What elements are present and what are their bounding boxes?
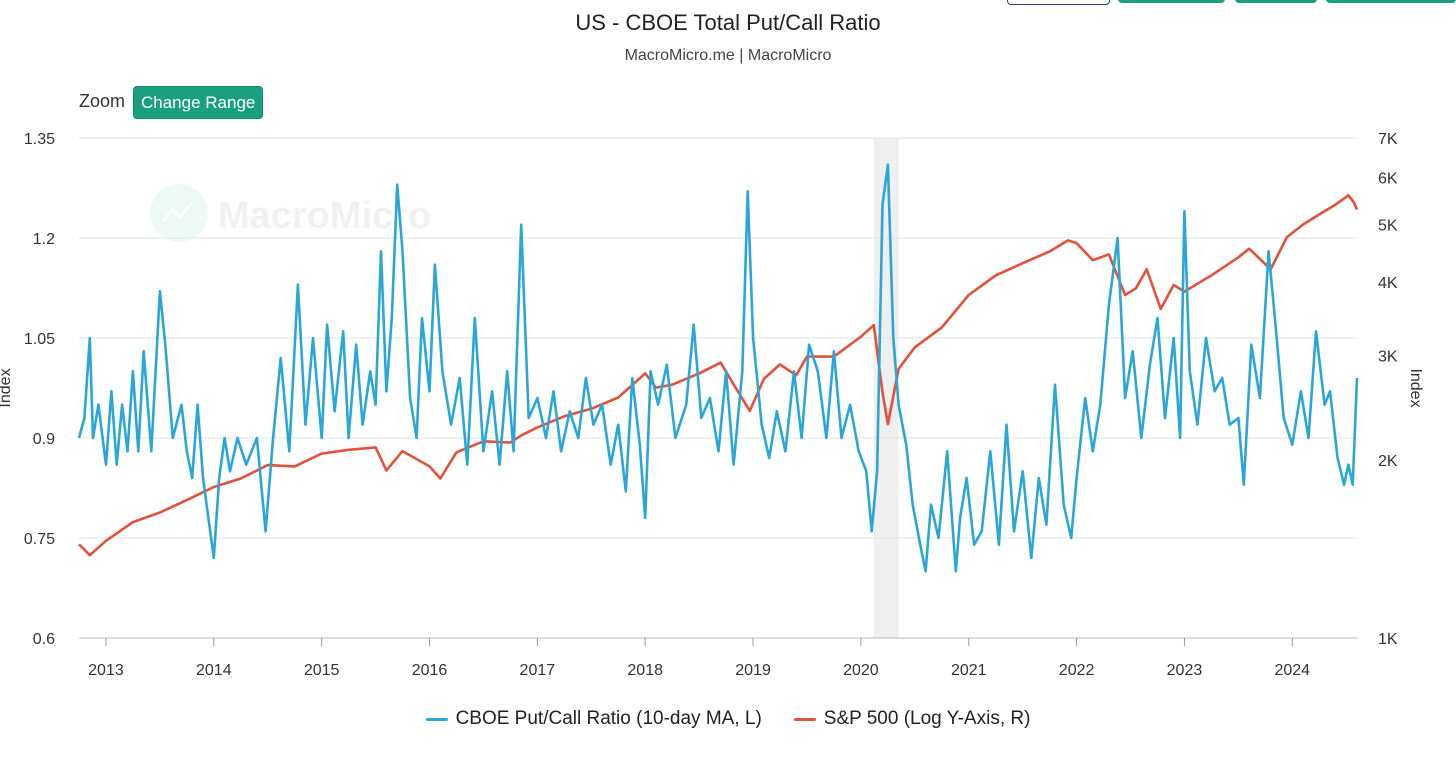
- y-left-tick-4: 1.2: [33, 231, 55, 248]
- watermark-logo-icon: [150, 184, 208, 242]
- chart-title: US - CBOE Total Put/Call Ratio: [575, 10, 881, 35]
- x-tick-2: 2015: [304, 662, 340, 679]
- x-tick-8: 2021: [951, 662, 987, 679]
- zoom-label: Zoom: [79, 91, 126, 111]
- axes-layer: 0.6 0.75 0.9 1.05 1.2 1.35 1K 2K 3K 4K 5K 6K 7K 2013 2…: [0, 131, 1424, 679]
- y-right-tick-3: 4K: [1378, 275, 1398, 292]
- legend-label-sp500: S&P 500 (Log Y-Axis, R): [823, 708, 1031, 729]
- x-tick-10: 2023: [1167, 662, 1203, 679]
- chart-canvas: MacroMicro 0.6 0.75 0.9 1.05 1.2 1.35 1K 2K 3K 4K…: [0, 131, 1424, 679]
- legend: CBOE Put/Call Ratio (10-day MA, L) S&P 5…: [0, 708, 1456, 730]
- top-toolbar-button-outline[interactable]: [1007, 0, 1110, 5]
- y-right-tick-0: 1K: [1378, 631, 1398, 648]
- y-right-axis-label: Index: [1407, 368, 1424, 407]
- x-tick-11: 2024: [1274, 662, 1310, 679]
- x-tick-9: 2022: [1059, 662, 1095, 679]
- y-left-tick-0: 0.6: [33, 631, 55, 648]
- watermark: MacroMicro: [150, 184, 431, 242]
- series-line-sp500: [78, 194, 1359, 557]
- x-tick-4: 2017: [520, 662, 556, 679]
- y-left-tick-2: 0.9: [33, 431, 55, 448]
- legend-item-sp500[interactable]: S&P 500 (Log Y-Axis, R): [793, 708, 1031, 730]
- y-left-axis-label: Index: [0, 368, 14, 407]
- change-range-button[interactable]: Change Range: [133, 86, 264, 119]
- top-toolbar-button-green-3[interactable]: [1326, 0, 1456, 3]
- y-right-tick-2: 3K: [1378, 349, 1398, 366]
- x-tick-3: 2016: [412, 662, 448, 679]
- y-right-tick-5: 6K: [1378, 171, 1398, 188]
- legend-item-putcall[interactable]: CBOE Put/Call Ratio (10-day MA, L): [425, 708, 762, 730]
- x-tick-0: 2013: [88, 662, 124, 679]
- y-left-tick-1: 0.75: [24, 531, 55, 548]
- x-tick-6: 2019: [735, 662, 771, 679]
- series-line-putcall: [77, 163, 1359, 573]
- x-tick-7: 2020: [843, 662, 879, 679]
- y-right-tick-4: 5K: [1378, 217, 1398, 234]
- x-tick-1: 2014: [196, 662, 232, 679]
- y-right-tick-1: 2K: [1378, 453, 1398, 470]
- chart-subtitle: MacroMicro.me | MacroMicro: [624, 47, 832, 64]
- legend-label-putcall: CBOE Put/Call Ratio (10-day MA, L): [455, 708, 762, 729]
- x-tick-5: 2018: [627, 662, 663, 679]
- y-right-tick-6: 7K: [1378, 131, 1398, 148]
- top-toolbar-button-green-2[interactable]: [1235, 0, 1317, 3]
- legend-swatch-sp500: [793, 717, 816, 721]
- y-left-tick-3: 1.05: [24, 331, 55, 348]
- top-toolbar-button-green-1[interactable]: [1118, 0, 1225, 3]
- y-left-tick-5: 1.35: [24, 131, 55, 148]
- legend-swatch-putcall: [425, 717, 448, 721]
- series-layer: [77, 163, 1359, 573]
